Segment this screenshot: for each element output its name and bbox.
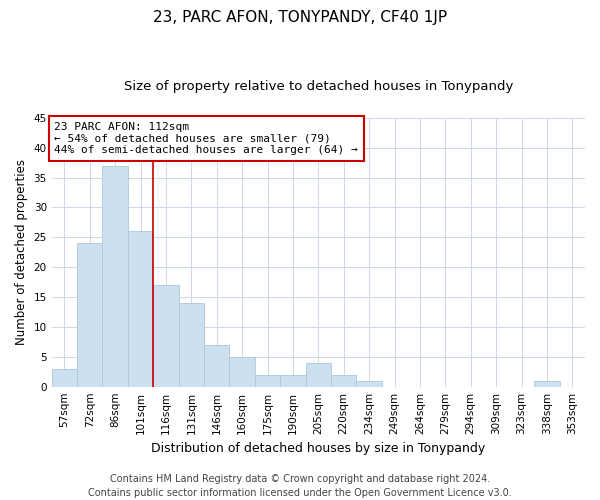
Bar (128, 232, 153, 386)
Bar (534, 380, 560, 386)
Bar (255, 374, 280, 386)
Text: 23, PARC AFON, TONYPANDY, CF40 1JP: 23, PARC AFON, TONYPANDY, CF40 1JP (153, 10, 447, 25)
Bar (229, 357, 255, 386)
Bar (331, 374, 356, 386)
Bar (305, 363, 331, 386)
Title: Size of property relative to detached houses in Tonypandy: Size of property relative to detached ho… (124, 80, 513, 93)
Bar (179, 303, 204, 386)
Bar (77, 244, 103, 386)
X-axis label: Distribution of detached houses by size in Tonypandy: Distribution of detached houses by size … (151, 442, 485, 455)
Y-axis label: Number of detached properties: Number of detached properties (15, 159, 28, 345)
Text: Contains HM Land Registry data © Crown copyright and database right 2024.
Contai: Contains HM Land Registry data © Crown c… (88, 474, 512, 498)
Bar (153, 285, 179, 386)
Bar (356, 380, 382, 386)
Bar (52, 369, 77, 386)
Bar (103, 166, 128, 386)
Text: 23 PARC AFON: 112sqm
← 54% of detached houses are smaller (79)
44% of semi-detac: 23 PARC AFON: 112sqm ← 54% of detached h… (55, 122, 358, 155)
Bar (204, 345, 229, 387)
Bar (280, 374, 305, 386)
